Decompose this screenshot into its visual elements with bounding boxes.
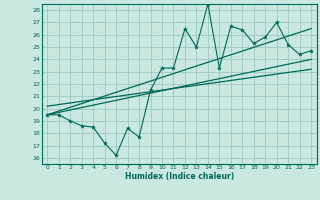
X-axis label: Humidex (Indice chaleur): Humidex (Indice chaleur) <box>124 172 234 181</box>
